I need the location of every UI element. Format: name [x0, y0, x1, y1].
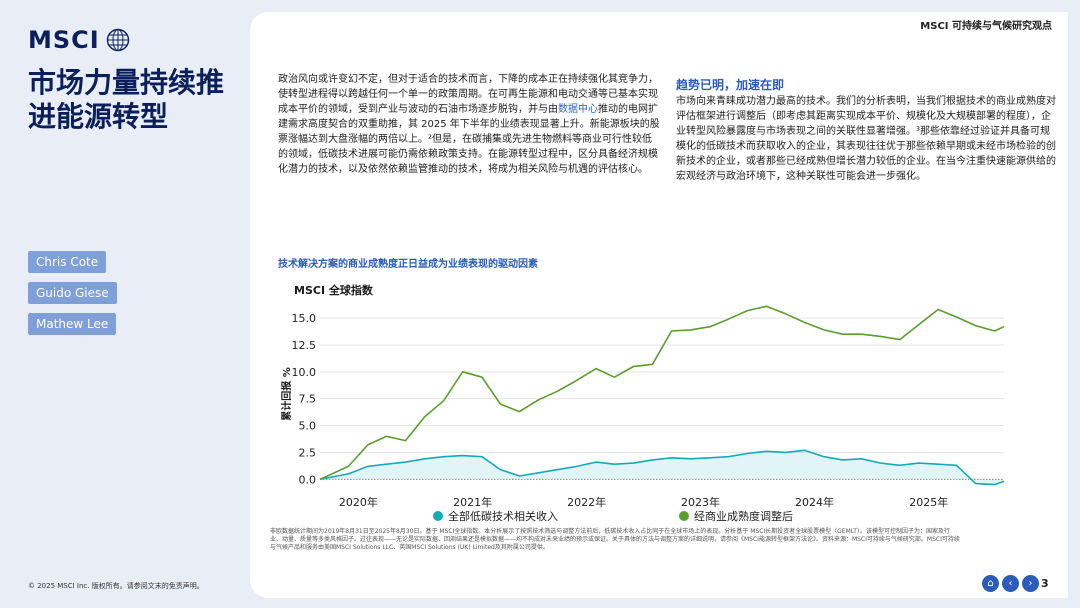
chevron-left-icon[interactable]: ‹	[1002, 575, 1019, 592]
y-tick-label: 2.5	[299, 446, 317, 459]
logo-text: MSCI	[28, 26, 100, 54]
legend-label: 经商业成熟度调整后	[694, 509, 793, 523]
chart-subtitle: MSCI 全球指数	[294, 283, 374, 297]
legend-marker	[679, 511, 689, 521]
y-axis-label: 累计回报 %	[280, 367, 293, 421]
legend-label: 全部低碳技术相关收入	[448, 509, 558, 523]
section-body: 市场向来青睐成功潜力最高的技术。我们的分析表明，当我们根据技术的商业成熟度对评估…	[676, 96, 1056, 182]
intro-paragraph: 政治风向或许变幻不定，但对于适合的技术而言，下降的成本正在持续强化其竞争力，使转…	[278, 72, 660, 177]
intro-text-2: 推动的电网扩建需求高度契合的双重助推，其 2025 年下半年的业绩表现显著上升。…	[278, 104, 660, 175]
line-chart: MSCI 全球指数 累计回报 % 0.0 2.5 5.0 7.5 10.0 12.5 15.…	[280, 283, 1005, 523]
home-icon[interactable]: ⌂	[982, 575, 999, 592]
y-tick-label: 12.5	[292, 339, 317, 352]
chevron-right-icon[interactable]: ›	[1022, 575, 1039, 592]
series-line-low-carbon	[319, 449, 1005, 486]
footnote: 非欧数据统计期间为2019年8月31日至2025年8月30日。基于 MSCI全球…	[270, 528, 960, 551]
page-title: 市场力量持续推进能源转型	[28, 66, 225, 133]
copyright: © 2025 MSCI Inc. 版权所有。请参阅文末的免责声明。	[28, 582, 204, 590]
series-line-maturity-adjusted	[319, 305, 1005, 481]
x-tick-label: 2023年	[681, 495, 720, 509]
legend-marker	[433, 511, 443, 521]
content-card	[250, 12, 1068, 598]
y-tick-label: 5.0	[299, 420, 317, 433]
x-tick-label: 2020年	[339, 495, 378, 509]
author-tag-chris-cote[interactable]: Chris Cote	[28, 251, 107, 273]
y-tick-label: 7.5	[299, 393, 317, 406]
x-tick-label: 2021年	[453, 495, 492, 509]
x-tick-label: 2025年	[909, 495, 948, 509]
author-tag-mathew-lee[interactable]: Mathew Lee	[28, 313, 117, 335]
section-heading: 趋势已明，加速在即	[676, 78, 785, 92]
intro-text-1: 政治风向或许变幻不定，但对于适合的技术而言，下降的成本正在持续强化其竞争力，使转…	[278, 74, 658, 115]
globe-icon	[106, 28, 129, 52]
msci-logo: MSCI	[28, 26, 130, 54]
y-tick-label: 0.0	[299, 473, 317, 486]
report-series-title: MSCI 可持续与气候研究观点	[920, 21, 1052, 32]
page-number: 3	[1041, 577, 1049, 590]
y-tick-label: 15.0	[292, 312, 317, 325]
sidebar: MSCI 市场力量持续推进能源转型 Chris Cote Guido Giese…	[0, 0, 250, 608]
x-tick-label: 2024年	[795, 495, 834, 509]
y-tick-label: 10.0	[292, 366, 317, 379]
x-tick-label: 2022年	[567, 495, 606, 509]
data-center-link[interactable]: 数据中心	[558, 104, 598, 115]
author-tag-guido-giese[interactable]: Guido Giese	[28, 282, 117, 304]
chart-title: 技术解决方案的商业成熟度正日益成为业绩表现的驱动因素	[278, 259, 538, 270]
page-navigation: ⌂ ‹ ›	[982, 575, 1039, 592]
